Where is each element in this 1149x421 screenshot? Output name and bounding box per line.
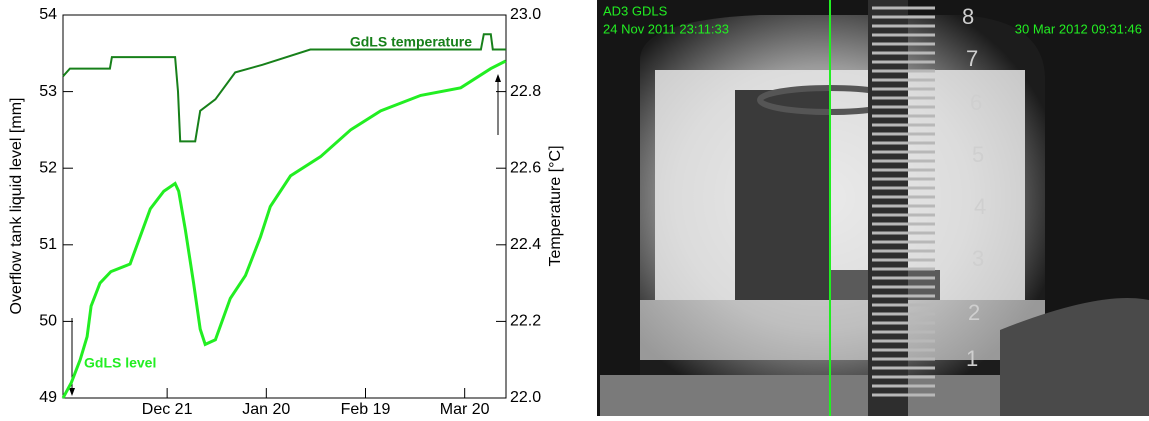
scale-label: 7: [966, 46, 978, 71]
series-line: [61, 59, 507, 399]
scale-label: 4: [974, 194, 986, 219]
x-tick-label: Jan 20: [242, 401, 290, 416]
photo-start-time: 24 Nov 2011 23:11:33: [603, 21, 729, 36]
scale-label: 6: [970, 90, 982, 115]
x-tick-label: Mar 20: [440, 401, 490, 416]
photo: [597, 0, 1149, 416]
photo-label: AD3 GDLS: [603, 3, 668, 18]
scale-label: 1: [966, 346, 978, 371]
x-tick-label: Dec 21: [142, 401, 193, 416]
photo-end-time: 30 Mar 2012 09:31:46: [1015, 21, 1142, 36]
x-tick-label: Feb 19: [341, 401, 391, 416]
y2-tick-label: 22.6: [510, 159, 541, 176]
y-tick-label: 50: [39, 313, 57, 330]
y2-tick-label: 22.8: [510, 83, 541, 100]
scale-label: 2: [968, 300, 980, 325]
y-tick-label: 52: [39, 159, 57, 176]
y2-tick-label: 22.4: [510, 236, 541, 253]
y2-tick-label: 22.2: [510, 313, 541, 330]
y2-axis-label: Temperature [°C]: [547, 145, 564, 266]
y-tick-label: 49: [39, 389, 57, 406]
series-line: [62, 33, 506, 143]
plot-frame: [62, 14, 507, 399]
y2-tick-label: 23.0: [510, 6, 541, 23]
scale-label: 8: [962, 4, 974, 29]
series-label: GdLS level: [84, 355, 156, 371]
scale-label: 5: [972, 142, 984, 167]
y2-tick-label: 22.0: [510, 389, 541, 406]
series-label: GdLS temperature: [350, 34, 472, 50]
scale-label: 3: [972, 246, 984, 271]
y-axis-label: Overflow tank liquid level [mm]: [8, 98, 25, 315]
y-tick-label: 53: [39, 83, 57, 100]
y-tick-label: 54: [39, 6, 57, 23]
y-tick-label: 51: [39, 236, 57, 253]
